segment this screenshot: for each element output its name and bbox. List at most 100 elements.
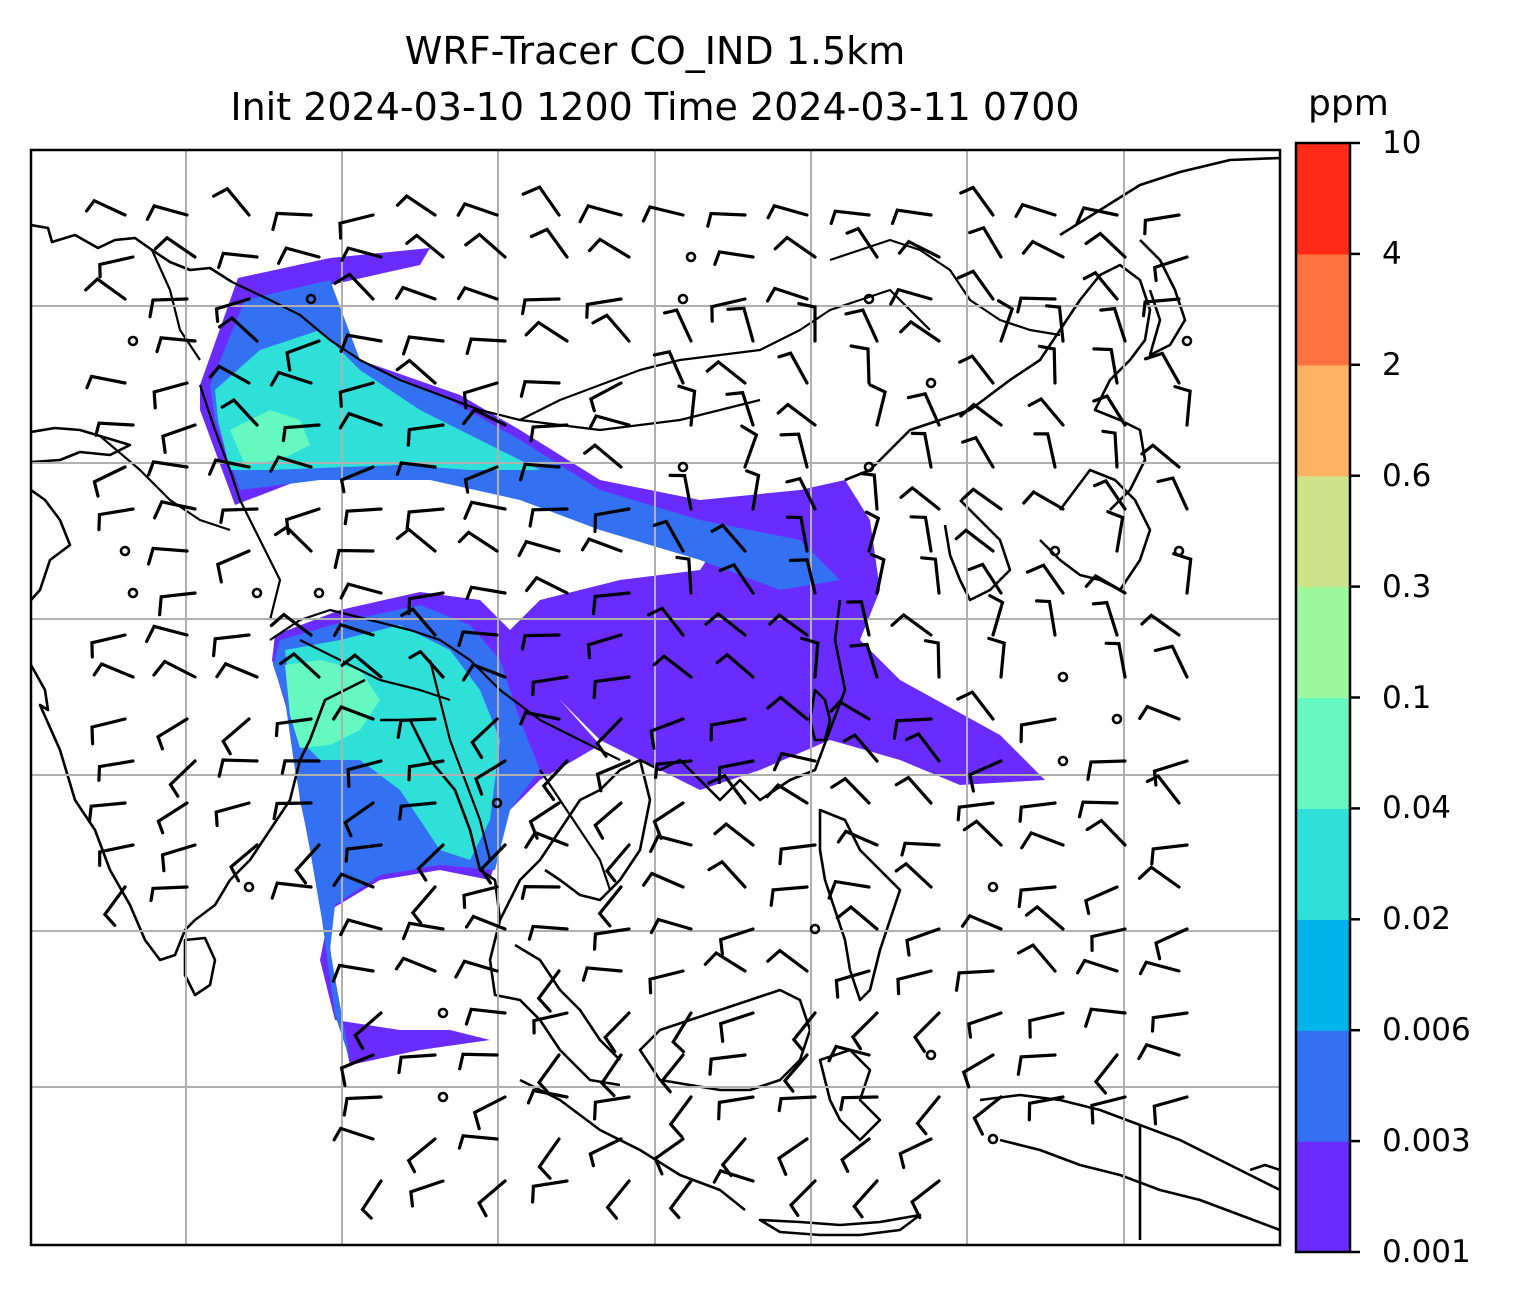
wind-barb xyxy=(395,285,437,301)
wind-barb xyxy=(595,717,623,758)
wind-calm-marker xyxy=(1181,335,1193,347)
wind-barb xyxy=(1143,213,1181,236)
wind-barb xyxy=(85,198,127,217)
wind-barb xyxy=(339,1053,375,1087)
wind-barb xyxy=(668,1179,693,1220)
wind-barb xyxy=(477,1179,507,1218)
coastline-india xyxy=(31,664,366,962)
wind-barb xyxy=(766,203,809,220)
wind-barb xyxy=(850,1011,879,1051)
wind-barb xyxy=(652,801,685,840)
wind-barb xyxy=(457,630,499,648)
wind-barb xyxy=(153,499,197,520)
wind-barb xyxy=(1140,443,1181,469)
wind-calm-marker xyxy=(491,797,503,809)
wind-barb xyxy=(158,591,197,617)
wind-barb xyxy=(346,759,383,788)
wind-barb xyxy=(155,336,197,354)
wind-barb xyxy=(519,462,561,482)
wind-barb xyxy=(718,1011,755,1043)
wind-barb xyxy=(583,443,623,469)
wind-barb xyxy=(1085,818,1127,847)
wind-barb xyxy=(777,1095,817,1113)
wind-barb xyxy=(280,759,321,775)
wind-barb xyxy=(338,213,375,240)
wind-barb xyxy=(1150,843,1189,866)
wind-barb xyxy=(968,759,1003,793)
wind-barb xyxy=(1143,351,1181,385)
coastline-new-guinea-south xyxy=(999,1138,1280,1232)
wind-barb xyxy=(725,390,755,427)
coastline-small-islands xyxy=(1249,1163,1280,1172)
wind-barb xyxy=(269,370,313,387)
wind-barb xyxy=(996,299,1015,343)
wind-barb xyxy=(827,1044,871,1063)
wind-barb xyxy=(785,515,809,553)
wind-barb xyxy=(456,285,499,301)
coastline-indochina xyxy=(498,599,847,921)
wind-barb xyxy=(98,843,135,867)
wind-barb xyxy=(519,380,561,398)
wind-calm-marker xyxy=(987,1133,999,1145)
wind-barb xyxy=(462,381,499,410)
colorbar-unit-label: ppm xyxy=(1308,83,1389,124)
wind-barb xyxy=(840,1137,871,1173)
colorbar-tick-label: 0.04 xyxy=(1382,790,1452,827)
wind-barb xyxy=(905,927,941,957)
wind-barb xyxy=(149,885,189,903)
wind-barb xyxy=(343,801,375,838)
wind-barb xyxy=(464,1007,507,1026)
wind-barb xyxy=(765,783,809,805)
wind-barb xyxy=(706,211,747,228)
wind-barb xyxy=(90,633,127,659)
wind-barb xyxy=(905,731,941,763)
wind-barb xyxy=(520,884,561,900)
wind-barb xyxy=(593,1095,631,1121)
wind-barb xyxy=(454,959,499,979)
wind-barb xyxy=(890,208,933,225)
wind-barb xyxy=(869,552,886,595)
wind-barb xyxy=(220,398,259,427)
wind-barb xyxy=(1090,1095,1127,1125)
wind-barb xyxy=(956,801,995,822)
wind-barb xyxy=(1016,296,1057,314)
wind-barb xyxy=(272,801,313,821)
wind-barb xyxy=(900,841,941,857)
wind-calm-marker xyxy=(127,587,139,599)
border-mongolia xyxy=(519,288,931,421)
wind-barb xyxy=(899,319,941,343)
wind-barb xyxy=(597,885,623,928)
wind-barb xyxy=(274,525,313,553)
wind-barb xyxy=(1137,1042,1181,1061)
wind-barb xyxy=(160,843,197,873)
wind-calm-marker xyxy=(863,293,875,305)
wind-barb xyxy=(271,211,313,232)
wind-barb xyxy=(745,469,761,511)
wind-barb xyxy=(959,402,1003,427)
wind-barb xyxy=(894,775,933,805)
wind-barb xyxy=(1077,800,1119,819)
wind-barb xyxy=(479,843,507,885)
wind-barb xyxy=(1138,960,1181,976)
wind-barb xyxy=(779,432,809,469)
wind-barb xyxy=(462,662,507,682)
wind-barb xyxy=(536,1053,561,1094)
wind-barb xyxy=(339,582,383,600)
wind-barb xyxy=(961,1053,995,1089)
wind-barb xyxy=(462,885,499,909)
wind-barb xyxy=(593,507,631,534)
wind-barb xyxy=(897,239,941,259)
wind-barb xyxy=(85,374,127,390)
wind-barb xyxy=(648,969,685,995)
wind-barb xyxy=(1137,865,1181,889)
wind-barb xyxy=(465,585,507,601)
colorbar-tick-label: 0.6 xyxy=(1382,457,1432,494)
wind-barb xyxy=(1028,1011,1065,1039)
wind-barb xyxy=(707,773,747,805)
coastline-russia-far-east xyxy=(1059,156,1280,237)
wind-barb xyxy=(988,594,1005,637)
wind-barb xyxy=(84,277,127,301)
wind-barb xyxy=(1092,394,1127,427)
wind-barb xyxy=(580,537,623,553)
wind-calm-marker xyxy=(1057,755,1069,767)
